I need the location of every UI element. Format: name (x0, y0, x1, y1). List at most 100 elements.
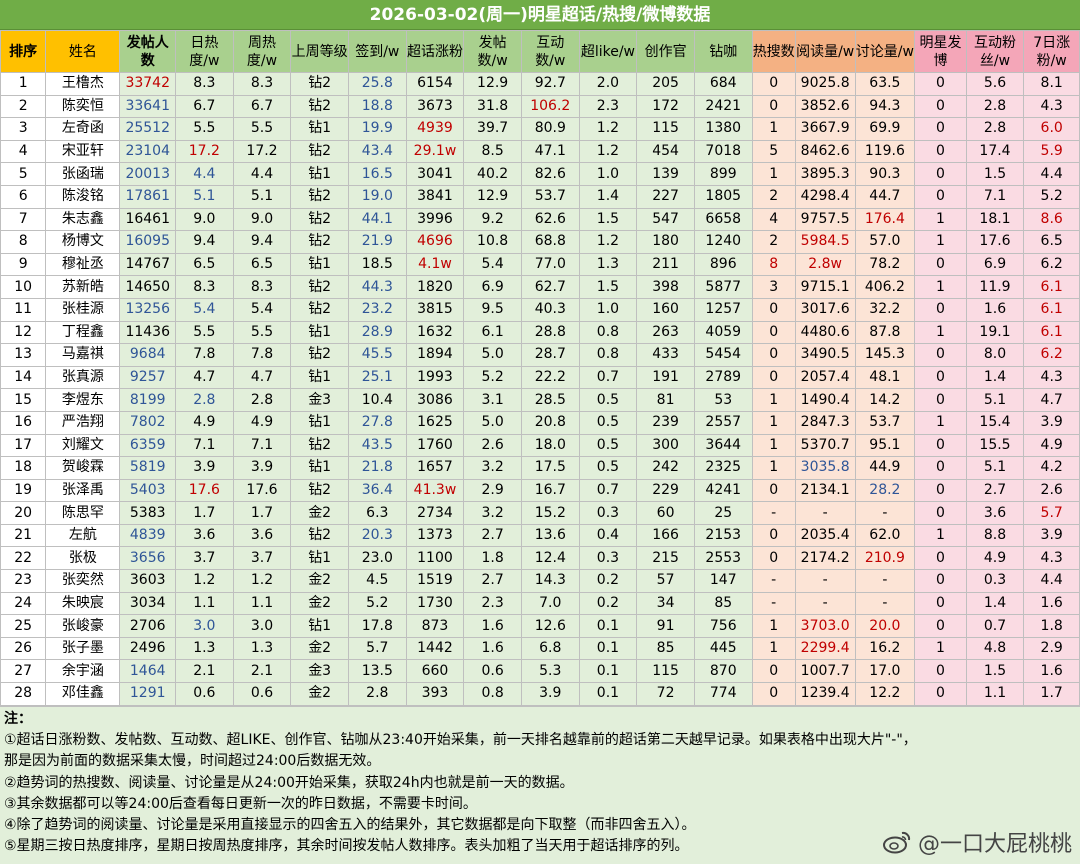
table-cell: 1.1 (232, 591, 292, 616)
table-cell: 8462.6 (794, 139, 856, 164)
table-cell: 6.1 (463, 320, 522, 345)
table-cell: 0 (914, 682, 967, 706)
table-cell: 0 (914, 72, 967, 96)
table-cell: 5383 (119, 501, 177, 525)
table-cell: 2.8 (347, 682, 407, 706)
table-cell: 2.7 (965, 478, 1025, 503)
table-cell: 2.8w (794, 252, 856, 277)
table-cell: 2057.4 (794, 365, 856, 390)
table-cell: 13256 (119, 297, 177, 322)
table-cell: 57 (636, 569, 695, 593)
table-cell: 0.3 (578, 546, 638, 571)
table-cell: 张真源 (45, 365, 121, 390)
table-cell: 4696 (405, 230, 465, 254)
column-header: 发帖人数 (119, 30, 177, 73)
table-cell: 16.7 (520, 478, 580, 503)
table-cell: 11.9 (965, 275, 1025, 299)
column-header: 签到/w (347, 30, 407, 73)
table-cell: 242 (636, 456, 695, 480)
table-cell: 27 (0, 659, 47, 684)
table-cell: 1.7 (175, 501, 234, 525)
table-cell: 邓佳鑫 (45, 682, 121, 706)
table-cell: 62.7 (520, 275, 580, 299)
table-cell: 3490.5 (794, 343, 856, 367)
table-header-row: 排序 姓名 发帖人数 日热度/w 周热度/w 上周等级 签到/w 超话涨粉 发帖数/w 互动数/w… (0, 30, 1080, 73)
page-title: 2026-03-02(周一)明星超话/热搜/微博数据 (0, 0, 1080, 30)
table-cell: 钻2 (290, 230, 349, 254)
column-header: 互动数/w (520, 30, 580, 73)
table-cell: 1.4 (965, 591, 1025, 616)
table-cell: 杨博文 (45, 230, 121, 254)
table-row: 6 陈浚铭 17861 5.1 5.1 钻2 19.0 3841 12.9 53.7 1.4 227 1… (0, 184, 1080, 209)
table-cell: 2153 (693, 523, 753, 548)
table-cell: 4.4 (232, 162, 292, 186)
table-cell: 27.8 (347, 410, 407, 435)
table-cell: 3.6 (175, 523, 234, 548)
table-cell: 53.7 (854, 410, 916, 435)
table-cell: 398 (636, 275, 695, 299)
table-cell: 210.9 (854, 546, 916, 571)
table-cell: 6.5 (1023, 230, 1080, 254)
table-cell: 3.6 (965, 501, 1025, 525)
table-cell: 陈思罕 (45, 501, 121, 525)
table-cell: 5877 (693, 275, 753, 299)
table-cell: 1.3 (175, 636, 234, 661)
table-cell: 王橹杰 (45, 72, 121, 96)
table-cell: 贺峻霖 (45, 456, 121, 480)
table-cell: 10.4 (347, 388, 407, 412)
table-cell: 9.2 (463, 207, 522, 232)
table-cell: 5.2 (463, 365, 522, 390)
table-cell: 1 (751, 410, 796, 435)
table-cell: 16461 (119, 207, 177, 232)
table-cell: 2174.2 (794, 546, 856, 571)
table-cell: 9.0 (232, 207, 292, 232)
table-cell: 3041 (405, 162, 465, 186)
table-cell: 1 (914, 636, 967, 661)
table-cell: 60 (636, 501, 695, 525)
table-cell: 12.2 (854, 682, 916, 706)
table-cell: 18.5 (347, 252, 407, 277)
table-cell: 6.9 (463, 275, 522, 299)
table-cell: 0 (914, 139, 967, 164)
table-cell: 6.3 (347, 501, 407, 525)
table-cell: 873 (405, 614, 465, 638)
table-cell: 33641 (119, 94, 177, 119)
table-cell: 119.6 (854, 139, 916, 164)
table-cell: 25 (0, 614, 47, 638)
table-cell: 4839 (119, 523, 177, 548)
table-cell: 李煜东 (45, 388, 121, 412)
table-cell: 1291 (119, 682, 177, 706)
table-cell: 147 (693, 569, 753, 593)
table-cell: 25.1 (347, 365, 407, 390)
table-cell: 6.2 (1023, 343, 1080, 367)
table-cell: 1.5 (578, 275, 638, 299)
column-header: 超话涨粉 (405, 30, 465, 73)
table-cell: 1442 (405, 636, 465, 661)
table-cell: 1.3 (578, 252, 638, 277)
table-cell: 28.9 (347, 320, 407, 345)
table-cell: 0.1 (578, 614, 638, 638)
table-cell: 3603 (119, 569, 177, 593)
table-cell: 8 (751, 252, 796, 277)
table-cell: 5819 (119, 456, 177, 480)
table-cell: 0 (751, 546, 796, 571)
table-cell: 金2 (290, 591, 349, 616)
column-header: 周热度/w (232, 30, 292, 73)
table-cell: 6.5 (175, 252, 234, 277)
table-cell: 6.1 (1023, 297, 1080, 322)
table-cell: 4241 (693, 478, 753, 503)
table-cell: 朱志鑫 (45, 207, 121, 232)
table-cell: 8 (0, 230, 47, 254)
table-cell: 78.2 (854, 252, 916, 277)
table-row: 11 张桂源 13256 5.4 5.4 钻2 23.2 3815 9.5 40.3 1.0 160 1… (0, 297, 1080, 322)
table-cell: 21 (0, 523, 47, 548)
table-cell: 23104 (119, 139, 177, 164)
table-cell: 4.3 (1023, 365, 1080, 390)
table-cell: 44.7 (854, 184, 916, 209)
table-cell: 774 (693, 682, 753, 706)
table-row: 28 邓佳鑫 1291 0.6 0.6 金2 2.8 393 0.8 3.9 0.1 72 774 0 12… (0, 682, 1080, 706)
table-cell: 215 (636, 546, 695, 571)
table-cell: 5.2 (347, 591, 407, 616)
table-cell: 陈浚铭 (45, 184, 121, 209)
table-cell: 756 (693, 614, 753, 638)
